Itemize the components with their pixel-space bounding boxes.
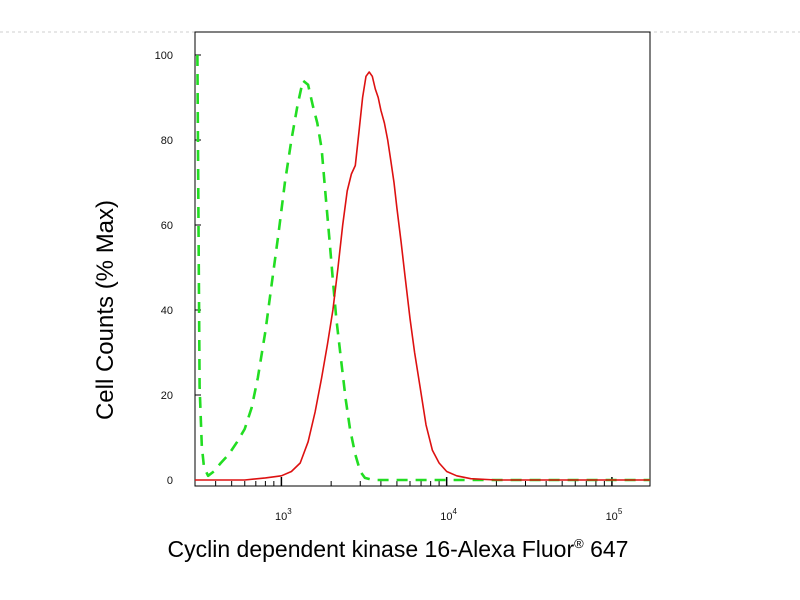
x-axis-label: Cyclin dependent kinase 16-Alexa Fluor® … (168, 536, 629, 562)
x-axis-label-superscript: ® (574, 536, 584, 551)
x-axis-label-main: Cyclin dependent kinase 16-Alexa Fluor (168, 536, 575, 562)
y-axis-label: Cell Counts (% Max) (92, 200, 119, 420)
y-tick-label: 40 (161, 305, 173, 317)
plot-frame (194, 31, 651, 487)
y-tick-label: 80 (161, 135, 173, 147)
x-axis-label-suffix: 647 (584, 536, 629, 562)
x-tick-label: 104 (440, 507, 457, 523)
series-layer (195, 54, 650, 482)
x-tick-base: 10 (275, 511, 287, 523)
x-tick-exponent: 4 (453, 507, 458, 516)
x-tick-base: 10 (606, 511, 618, 523)
y-tick-label: 100 (155, 50, 173, 62)
x-axis: 103 104 105 (194, 477, 623, 523)
y-tick-label: 20 (161, 390, 173, 402)
sample-histogram-curve (195, 71, 650, 481)
x-tick-exponent: 5 (618, 507, 623, 516)
x-tick-exponent: 3 (287, 507, 292, 516)
y-axis: 0 20 40 60 80 100 (155, 50, 201, 487)
control-histogram-curve (196, 54, 650, 482)
y-tick-label: 0 (167, 475, 173, 487)
x-tick-label: 105 (606, 507, 623, 523)
x-tick-base: 10 (440, 511, 452, 523)
x-tick-label: 103 (275, 507, 292, 523)
y-tick-label: 60 (161, 220, 173, 232)
